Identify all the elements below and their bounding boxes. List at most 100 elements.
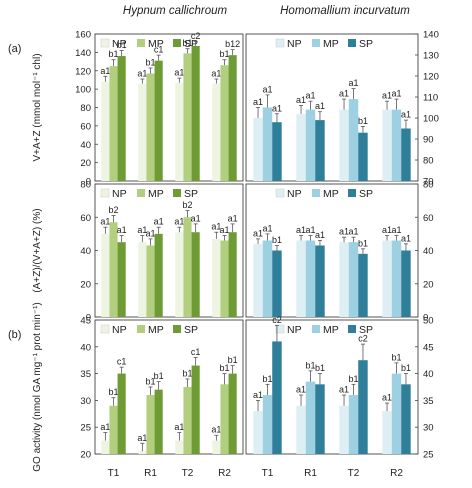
sig-label: a1	[348, 227, 358, 237]
legend-swatch	[312, 325, 320, 333]
y-tick-label: 140	[423, 30, 439, 41]
bar	[315, 245, 325, 317]
bar	[272, 341, 282, 454]
bar	[253, 118, 263, 181]
legend-swatch	[312, 39, 320, 47]
sig-label: a1	[339, 227, 349, 237]
bar	[191, 365, 200, 454]
bar	[154, 60, 163, 181]
sig-label: b1	[305, 360, 315, 370]
sig-label: a1	[272, 103, 282, 113]
sig-label: a1	[191, 213, 201, 223]
y-tick-label: 100	[423, 114, 439, 125]
sig-label: a1	[253, 228, 263, 238]
plot-area: V+A+Z (mmol mol⁻¹ chl) 0 20 40 60 80 100 120 140…	[32, 30, 439, 480]
bar	[339, 405, 349, 454]
chart-row-2: GO activity (nmol GA mg⁻¹ prot min⁻¹) 20 2…	[32, 302, 434, 479]
y-axis-title: (A+Z)/(V+A+Z) (%)	[32, 208, 43, 292]
bar	[272, 122, 282, 181]
sig-label: a1	[401, 233, 411, 243]
bar	[154, 389, 163, 454]
y-tick-label: 20	[80, 279, 91, 290]
sig-label: a1	[100, 66, 110, 76]
bar	[138, 242, 147, 317]
bar	[401, 250, 411, 317]
bar	[305, 381, 316, 454]
sig-label: b1	[348, 374, 358, 384]
sig-label: c2	[358, 334, 368, 344]
sig-label: a1	[211, 425, 221, 435]
bar	[262, 395, 273, 454]
bar	[109, 222, 118, 317]
sig-label: b1	[401, 363, 411, 373]
y-axis-title: GO activity (nmol GA mg⁻¹ prot min⁻¹)	[32, 302, 43, 471]
bar	[382, 240, 392, 317]
sig-label: c2	[191, 31, 201, 41]
y-tick-label: 20	[80, 450, 91, 461]
sig-label: a1	[339, 89, 349, 99]
legend-swatch	[100, 188, 110, 198]
bar	[220, 240, 229, 317]
bar	[382, 411, 392, 454]
sig-label: b1	[154, 371, 164, 381]
bar	[382, 109, 392, 181]
bar	[391, 109, 402, 181]
sig-label: a1	[174, 422, 184, 432]
x-tick-label: T2	[348, 468, 360, 479]
sig-label: a1	[219, 225, 229, 235]
bar	[183, 387, 192, 454]
legend-label: MP	[148, 324, 164, 336]
legend-swatch	[100, 38, 110, 48]
sig-label: b1	[219, 363, 229, 373]
sig-label: a1	[253, 390, 263, 400]
sig-label: a1	[305, 91, 315, 101]
sig-label: b1	[315, 363, 325, 373]
bar	[305, 240, 316, 317]
bar	[339, 242, 349, 317]
sig-label: a1	[100, 422, 110, 432]
sig-label: a1	[100, 217, 110, 227]
bar	[117, 242, 126, 317]
legend-swatch	[100, 324, 110, 334]
legend-label: NP	[112, 324, 127, 336]
sig-label: a1	[211, 222, 221, 232]
legend-swatch	[173, 39, 181, 47]
sig-label: b1	[108, 387, 118, 397]
sig-label: a1	[137, 69, 147, 79]
sig-label: b1	[145, 377, 155, 387]
bar	[253, 243, 263, 317]
bar	[183, 53, 192, 182]
legend-swatch	[137, 325, 145, 333]
sig-label: b1	[117, 40, 127, 50]
y-tick-label: 80	[80, 103, 91, 114]
bar	[175, 440, 184, 454]
y-tick-label: 90	[423, 135, 434, 146]
y-tick-label: 80	[423, 180, 434, 191]
legend-label: MP	[148, 188, 164, 200]
bar	[348, 395, 359, 454]
sig-label: a1	[348, 78, 358, 88]
y-tick-label: 80	[423, 156, 434, 167]
legend-label: SP	[359, 324, 373, 336]
legend-swatch	[275, 188, 285, 198]
sig-label: b2	[108, 205, 118, 215]
y-tick-label: 100	[75, 85, 91, 96]
x-tick-label: T1	[262, 468, 274, 479]
legend-swatch	[348, 189, 356, 197]
x-tick-label: R2	[218, 468, 231, 479]
bar	[358, 253, 368, 317]
sig-label: b1	[358, 238, 368, 248]
sig-label: b1	[391, 352, 401, 362]
y-tick-label: 160	[75, 30, 91, 41]
sig-label: a1	[391, 225, 401, 235]
sig-label: c1	[191, 347, 201, 357]
sig-label: a1	[228, 213, 238, 223]
legend-swatch	[348, 325, 356, 333]
bar	[391, 373, 402, 454]
sig-label: a1	[154, 217, 164, 227]
y-tick-label: 120	[423, 72, 439, 83]
bar	[212, 440, 221, 454]
